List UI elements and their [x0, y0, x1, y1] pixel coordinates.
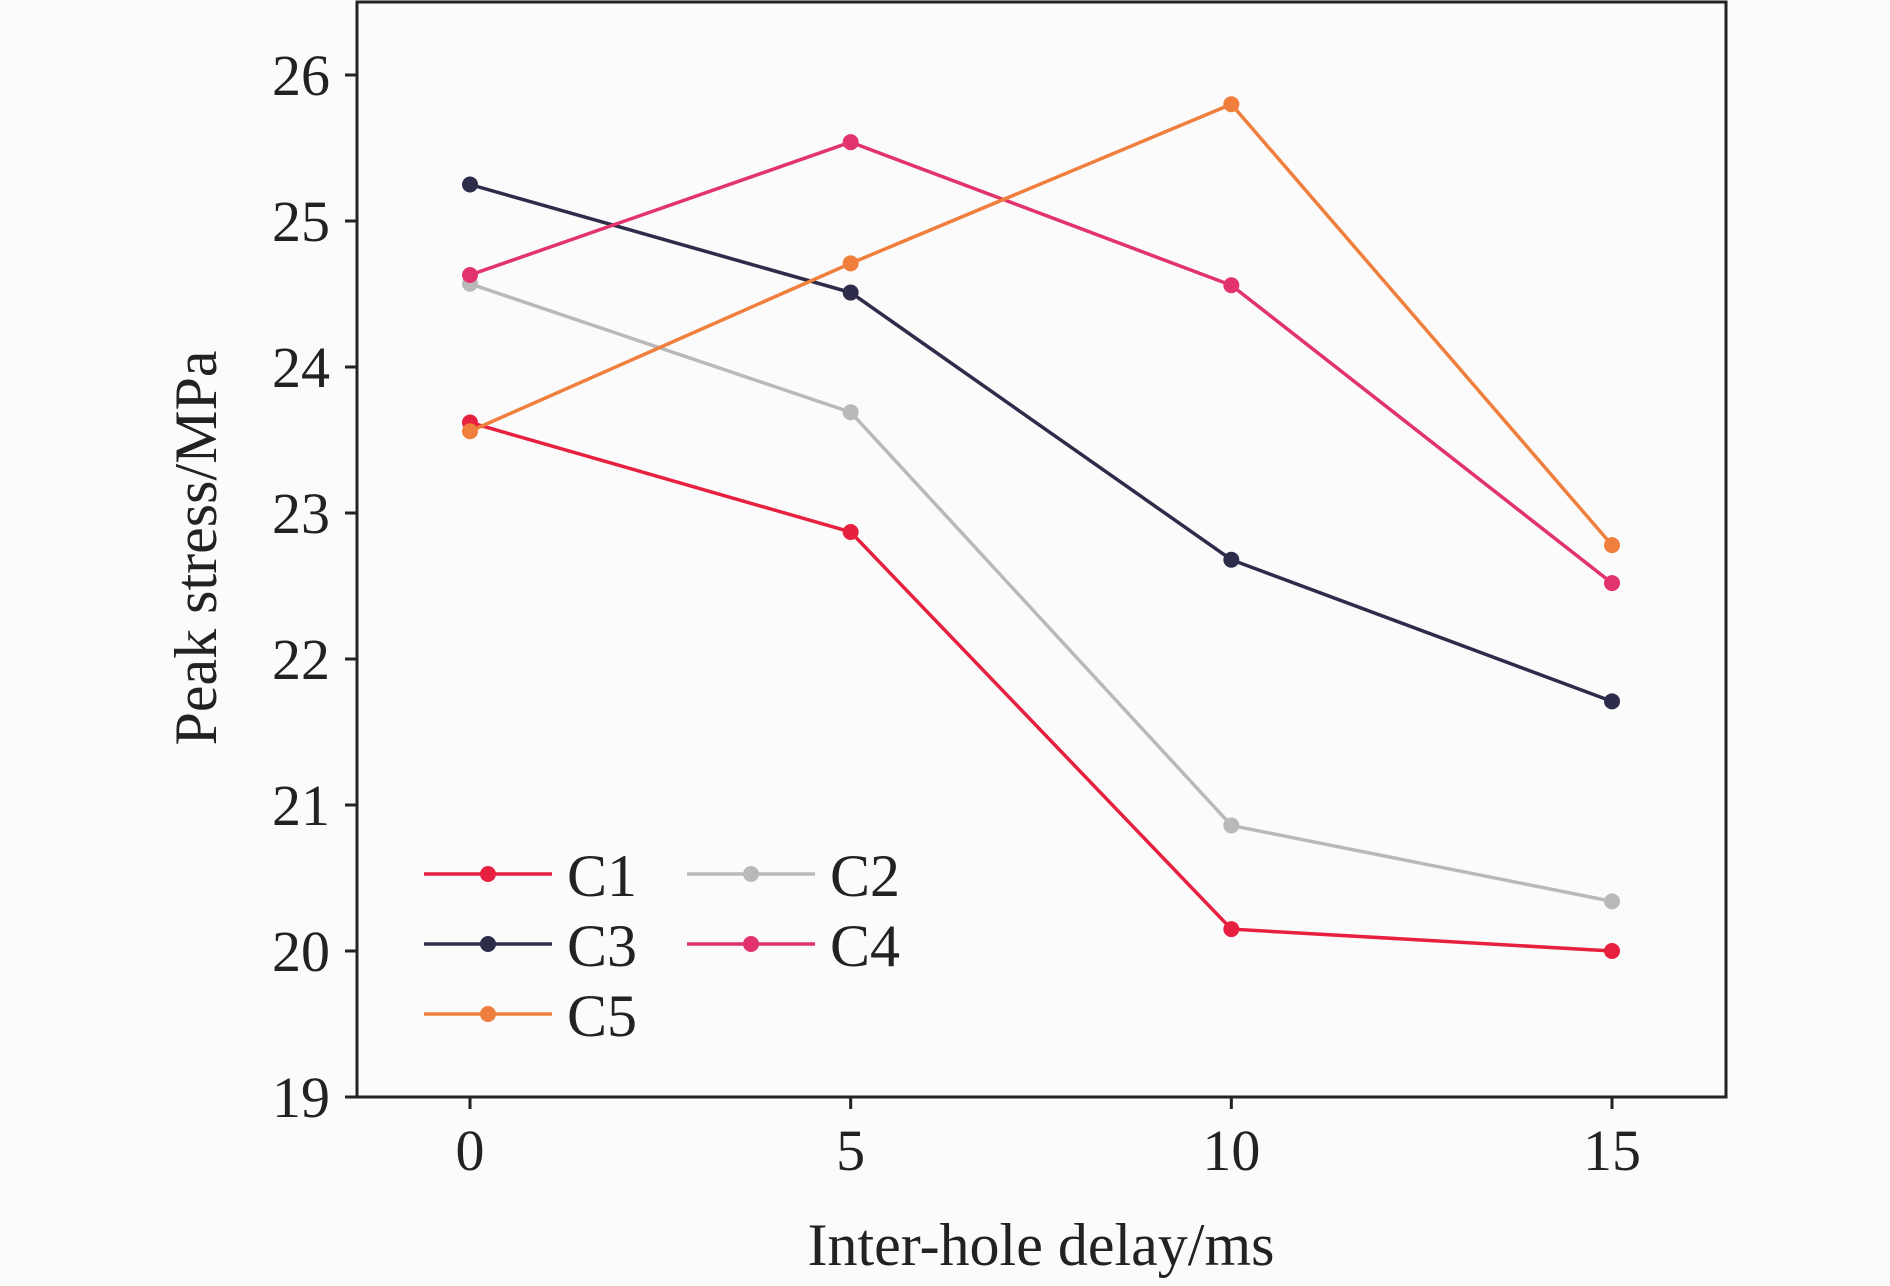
x-tick-label: 15 — [1583, 1118, 1641, 1183]
legend-label: C1 — [567, 843, 637, 909]
data-point — [462, 423, 478, 440]
series-c2 — [462, 275, 1620, 910]
legend-marker — [743, 936, 759, 952]
data-point — [842, 134, 859, 151]
legend-marker — [480, 936, 496, 952]
series-line — [469, 282, 1613, 904]
series-line — [469, 182, 1613, 703]
data-point — [1223, 921, 1240, 938]
legend-item-c1: C1 — [424, 843, 637, 909]
data-point — [1604, 575, 1620, 592]
data-point — [1604, 693, 1620, 710]
y-tick-label: 21 — [272, 773, 330, 838]
legend-label: C3 — [567, 913, 637, 979]
legend-item-c3: C3 — [424, 913, 637, 979]
data-point — [842, 284, 859, 301]
series-line — [469, 140, 1614, 585]
data-point — [1223, 551, 1240, 568]
legend-marker — [480, 866, 496, 882]
x-tick-label: 5 — [836, 1118, 865, 1183]
data-point — [842, 404, 859, 421]
series-c1 — [462, 414, 1620, 959]
x-tick-label: 0 — [456, 1118, 485, 1183]
data-point — [462, 176, 478, 193]
legend-marker — [743, 866, 759, 882]
y-tick-label: 24 — [272, 335, 330, 400]
legend-label: C4 — [830, 913, 900, 979]
data-point — [462, 267, 478, 284]
data-point — [1604, 537, 1620, 554]
data-point — [1604, 893, 1620, 910]
series-c4 — [462, 134, 1620, 592]
legend-item-c5: C5 — [424, 983, 637, 1049]
y-tick-label: 19 — [272, 1065, 330, 1130]
legend-label: C2 — [830, 843, 900, 909]
data-point — [842, 523, 859, 540]
y-tick-label: 23 — [272, 481, 330, 546]
data-point — [1223, 277, 1240, 294]
y-tick-label: 20 — [272, 919, 330, 984]
y-axis-label: Peak stress/MPa — [163, 351, 229, 746]
plot-frame — [355, 0, 1728, 1099]
x-tick-label: 10 — [1202, 1118, 1260, 1183]
legend-marker — [480, 1006, 496, 1022]
series-line — [469, 102, 1614, 547]
data-point — [1223, 817, 1240, 834]
x-axis-label: Inter-hole delay/ms — [808, 1212, 1275, 1278]
series-line — [469, 420, 1613, 953]
data-point — [1223, 96, 1240, 113]
legend-item-c4: C4 — [687, 913, 900, 979]
data-point — [1604, 943, 1620, 959]
legend-label: C5 — [567, 983, 637, 1049]
data-point — [842, 255, 859, 272]
series-c3 — [462, 176, 1620, 710]
series-c5 — [462, 96, 1620, 554]
y-tick-label: 22 — [272, 627, 330, 692]
legend-item-c2: C2 — [687, 843, 900, 909]
y-tick-label: 25 — [272, 189, 330, 254]
y-tick-label: 26 — [272, 43, 330, 108]
